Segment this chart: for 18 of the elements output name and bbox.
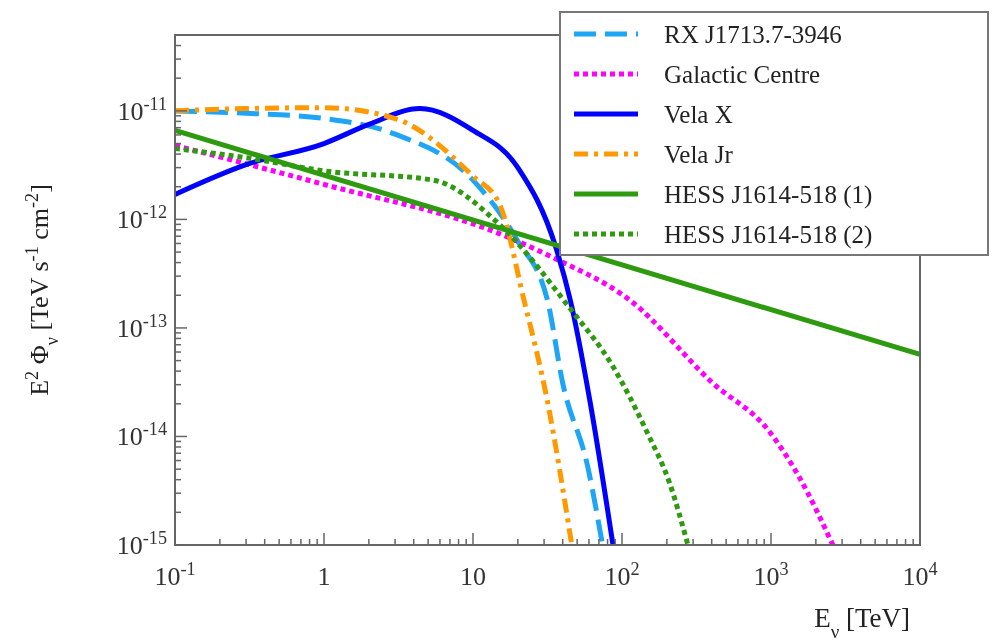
y-tick-label: 10$^{-12}$ xyxy=(116,202,167,235)
x-tick-label: 10$^{2}$ xyxy=(604,559,640,591)
y-tick-label: 10$^{-11}$ xyxy=(117,93,167,126)
legend-label: Vela Jr xyxy=(664,141,734,168)
legend-label: Galactic Centre xyxy=(664,61,821,88)
y-tick-label: 10$^{-14}$ xyxy=(116,419,167,452)
x-tick-label: 10 xyxy=(460,562,486,591)
legend-label: HESS J1614-518 (1) xyxy=(664,181,873,209)
legend-label: Vela X xyxy=(664,101,733,128)
x-tick-label: 10$^{-1}$ xyxy=(154,559,196,591)
y-tick-label: 10$^{-13}$ xyxy=(116,310,167,343)
legend-label: HESS J1614-518 (2) xyxy=(664,221,873,249)
x-axis-title: E$_{ν}$ [TeV] xyxy=(814,603,910,642)
y-tick-label: 10$^{-15}$ xyxy=(116,528,167,560)
x-tick-label: 10$^{3}$ xyxy=(753,559,789,591)
x-tick-label: 1 xyxy=(317,562,331,591)
x-tick-label: 10$^{4}$ xyxy=(902,559,938,591)
legend-label: RX J1713.7-3946 xyxy=(664,21,842,48)
